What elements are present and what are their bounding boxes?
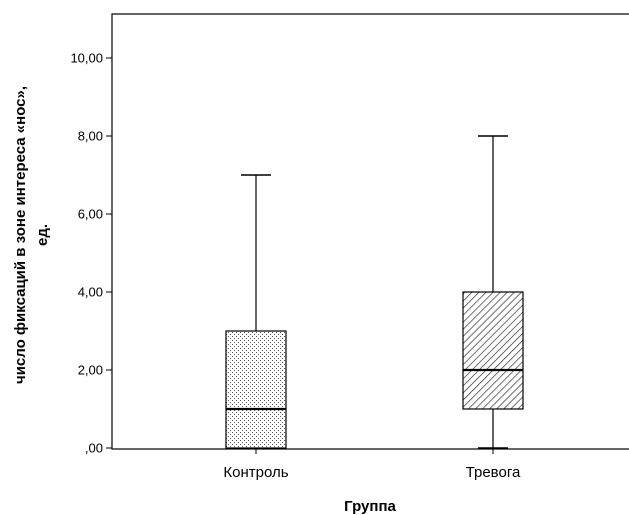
iqr-box xyxy=(462,291,524,410)
y-tick-label: ,00 xyxy=(85,441,103,456)
plot-frame xyxy=(111,13,629,450)
y-tick-label: 2,00 xyxy=(78,363,103,378)
iqr-box xyxy=(225,330,287,449)
x-axis: Контроль Тревога xyxy=(223,448,521,481)
x-category-label: Тревога xyxy=(466,464,521,481)
y-axis: ,00 2,00 4,00 6,00 8,00 10,00 xyxy=(70,51,112,456)
y-tick-label: 6,00 xyxy=(78,207,103,222)
y-tick-label: 10,00 xyxy=(70,51,103,66)
boxes-layer xyxy=(225,135,524,449)
y-axis-title-group: число фиксаций в зоне интереса «нос», ед… xyxy=(12,86,51,384)
x-category-label: Контроль xyxy=(223,464,288,481)
y-axis-title-line1: число фиксаций в зоне интереса «нос», xyxy=(12,86,29,384)
box-1 xyxy=(225,174,287,449)
box-2 xyxy=(462,135,524,449)
y-tick-label: 8,00 xyxy=(78,129,103,144)
x-axis-title: Группа xyxy=(344,498,396,515)
y-axis-title-line2: ед. xyxy=(34,224,51,246)
y-tick-label: 4,00 xyxy=(78,285,103,300)
